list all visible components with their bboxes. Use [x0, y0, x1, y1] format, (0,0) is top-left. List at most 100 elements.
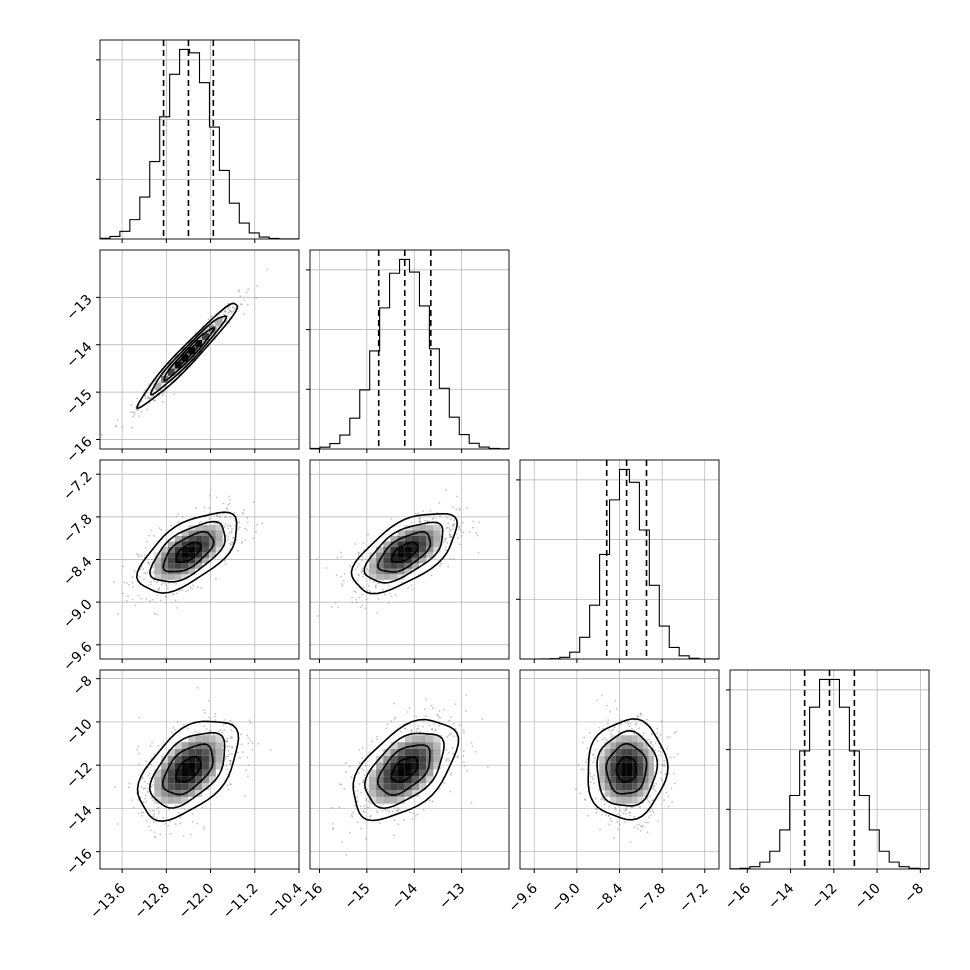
sample-point [266, 268, 268, 271]
contour-2-1-0 [390, 541, 419, 563]
sample-point [149, 744, 152, 747]
sample-point [144, 760, 147, 763]
sample-point [223, 719, 226, 721]
density-cell [383, 762, 391, 770]
sample-point [208, 494, 211, 497]
sample-point [226, 315, 229, 318]
sample-point [172, 593, 175, 596]
sample-point [417, 728, 420, 730]
sample-point [462, 754, 465, 757]
density-cell [411, 546, 420, 553]
sample-point [449, 716, 452, 719]
density-cell [390, 563, 398, 569]
sample-point [208, 716, 211, 719]
sample-point [174, 804, 177, 807]
sample-point [151, 784, 154, 787]
sample-point [419, 731, 421, 733]
sample-point [153, 809, 156, 812]
sample-point [600, 798, 602, 801]
density-cell [615, 762, 622, 770]
sample-point [657, 820, 660, 823]
density-cell [610, 742, 616, 749]
sample-point [438, 710, 441, 712]
sample-point [419, 521, 422, 523]
panel-2-2 [516, 459, 720, 663]
sample-point [247, 742, 250, 745]
sample-point [203, 709, 206, 712]
sample-point [447, 734, 450, 737]
sample-point [153, 815, 155, 818]
density-cell [368, 563, 377, 569]
sample-point [208, 507, 211, 510]
density-cell [626, 742, 633, 749]
density-cell [648, 762, 654, 770]
sample-point [349, 831, 351, 834]
sample-point [614, 808, 617, 810]
sample-point [359, 805, 362, 808]
sample-point [136, 408, 139, 411]
sample-point [226, 740, 229, 742]
density-cell [615, 796, 622, 804]
sample-point [135, 748, 138, 751]
sample-point [216, 315, 219, 318]
density-cell [376, 568, 384, 575]
sample-point [131, 426, 133, 429]
sample-point [428, 724, 431, 727]
sample-point [380, 804, 382, 807]
sample-point [651, 807, 653, 810]
sample-point [631, 727, 633, 730]
sample-point [229, 719, 232, 722]
sample-point [452, 524, 455, 526]
density-cell [181, 755, 189, 763]
sample-point [153, 399, 156, 402]
sample-point [339, 783, 342, 786]
sample-point [449, 733, 452, 736]
sample-point [229, 498, 231, 501]
sample-point [121, 592, 124, 595]
density-cell [426, 525, 434, 531]
sample-point [243, 527, 246, 530]
density-cell [599, 776, 605, 784]
sample-point [217, 730, 220, 733]
sample-point [205, 728, 208, 731]
sample-point [131, 598, 134, 601]
sample-point [638, 823, 641, 826]
sample-point [228, 763, 231, 766]
sample-point [169, 832, 172, 835]
sample-point [234, 307, 237, 309]
density-cell [154, 574, 162, 580]
contour-3-2-0 [615, 756, 637, 783]
sample-point [224, 523, 227, 525]
density-cell [615, 748, 622, 756]
sample-point [145, 819, 148, 822]
sample-point [243, 312, 246, 315]
sample-point [137, 746, 140, 748]
sample-point [131, 799, 134, 802]
sample-point [362, 573, 365, 576]
sample-point [199, 520, 202, 523]
sample-point [251, 749, 254, 752]
sample-point [422, 510, 424, 513]
sample-point [133, 411, 136, 414]
sample-point [353, 785, 356, 788]
sample-point [385, 727, 388, 730]
density-cell [215, 525, 223, 531]
sample-point [431, 728, 433, 731]
sample-point [361, 559, 363, 561]
sample-point [215, 514, 218, 517]
sample-point [227, 788, 230, 791]
density-cell [154, 769, 162, 777]
sample-point [438, 502, 441, 504]
density-cell [181, 796, 189, 804]
sample-point [477, 552, 480, 554]
sample-point [242, 511, 245, 514]
sample-point [362, 779, 365, 782]
density-cell [215, 541, 223, 547]
sample-point [228, 322, 231, 324]
sample-point [146, 787, 149, 789]
sample-point [593, 774, 596, 777]
sample-point [628, 811, 631, 814]
sample-point [338, 806, 341, 809]
sample-point [228, 759, 231, 762]
